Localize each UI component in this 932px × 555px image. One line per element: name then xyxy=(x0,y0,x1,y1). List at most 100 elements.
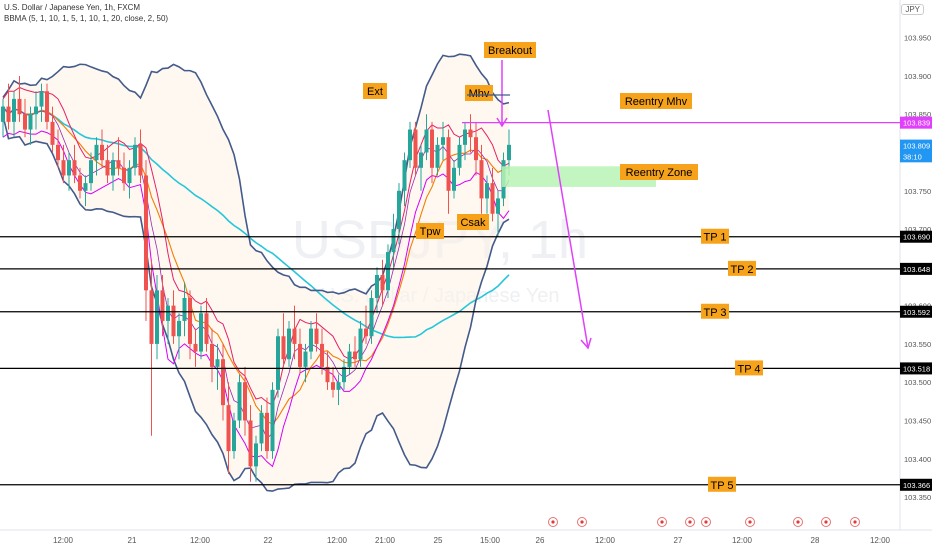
annotation-label: Tpw xyxy=(420,226,441,238)
y-tick-label: 103.550 xyxy=(904,340,931,349)
candle-body xyxy=(342,366,346,383)
annotation-box xyxy=(620,164,698,180)
candle-body xyxy=(507,144,511,161)
candle-body xyxy=(105,160,110,176)
candle-body xyxy=(452,167,456,191)
event-marker-dot xyxy=(824,520,828,524)
candle-body xyxy=(226,405,231,452)
tp-price-label: 103.648 xyxy=(903,265,930,274)
candle-body xyxy=(45,91,49,122)
candle-body xyxy=(138,144,143,176)
event-marker-dot xyxy=(580,520,584,524)
ma-50-line xyxy=(2,106,510,339)
candle-body xyxy=(127,167,132,184)
candle-body xyxy=(50,121,55,145)
y-tick-label: 103.700 xyxy=(904,225,931,234)
candle-body xyxy=(413,129,418,168)
breakout-arrow-head xyxy=(496,117,508,128)
candle-body xyxy=(28,114,33,130)
candle-body xyxy=(435,144,440,168)
event-marker-dot xyxy=(660,520,664,524)
event-marker-dot xyxy=(551,520,555,524)
candle-body xyxy=(39,91,44,107)
tp-price-label: 103.592 xyxy=(903,308,930,317)
x-tick-label: 12:00 xyxy=(870,536,891,545)
candle-body xyxy=(144,175,148,291)
candle-body xyxy=(215,359,220,367)
candle-body xyxy=(232,420,236,452)
candle-body xyxy=(474,137,478,161)
candle-body xyxy=(78,175,82,191)
y-tick-label: 103.750 xyxy=(904,187,931,196)
candle-body xyxy=(490,183,495,214)
candle-body xyxy=(358,328,363,360)
x-tick-label: 27 xyxy=(674,536,683,545)
candle-body xyxy=(1,106,5,122)
candle-body xyxy=(485,183,489,199)
tp-label-box xyxy=(735,360,763,376)
candle-body xyxy=(171,305,176,337)
y-tick-label: 103.850 xyxy=(904,110,931,119)
candle-body xyxy=(391,229,396,253)
candle-body xyxy=(386,252,390,291)
candle-body xyxy=(72,160,77,176)
candle-body xyxy=(248,420,253,467)
price-axis-bg xyxy=(900,0,932,550)
candle-body xyxy=(441,137,445,145)
tp-label: TP 5 xyxy=(710,480,733,492)
candle-body xyxy=(309,328,313,352)
candle-body xyxy=(177,320,181,337)
tp-label-box xyxy=(728,260,756,276)
candle-body xyxy=(23,114,27,130)
candle-body xyxy=(94,144,99,161)
candle-body xyxy=(457,144,462,168)
event-marker-dot xyxy=(704,520,708,524)
candle-body xyxy=(237,382,242,421)
annotation-label: Reentry Zone xyxy=(626,167,693,179)
candle-body xyxy=(83,183,88,191)
candle-body xyxy=(254,443,258,467)
price-badge-label: 38:10 xyxy=(903,152,922,161)
tp-label: TP 1 xyxy=(703,232,726,244)
candle-body xyxy=(56,144,60,161)
candle-body xyxy=(331,382,335,390)
candle-body xyxy=(160,290,165,321)
indicator-legend[interactable]: BBMA (5, 1, 10, 1, 5, 1, 10, 1, 20, clos… xyxy=(4,14,169,23)
candle-body xyxy=(276,336,280,390)
candle-body xyxy=(380,275,385,291)
tp-price-badge xyxy=(900,362,932,375)
candle-body xyxy=(347,351,352,367)
currency-button[interactable]: JPY xyxy=(901,4,924,15)
ma-10-line xyxy=(2,106,510,426)
tp-label-box xyxy=(701,303,729,319)
candle-body xyxy=(122,167,126,184)
annotation-box xyxy=(620,93,692,109)
candle-body xyxy=(446,137,451,191)
annotation-box xyxy=(484,42,536,58)
candle-body xyxy=(479,160,484,199)
candle-body xyxy=(61,160,66,176)
candle-body xyxy=(496,198,500,214)
candle-body xyxy=(314,328,319,344)
tp-label-box xyxy=(708,476,736,492)
candle-body xyxy=(287,328,291,360)
tp-price-label: 103.518 xyxy=(903,364,930,373)
candle-body xyxy=(111,160,115,176)
candle-body xyxy=(259,412,264,444)
annotation-box xyxy=(416,223,444,239)
tp-price-label: 103.366 xyxy=(903,481,930,490)
event-marker-dot xyxy=(688,520,692,524)
price-badge xyxy=(900,139,932,152)
y-tick-label: 103.900 xyxy=(904,72,931,81)
annotation-box xyxy=(457,214,489,230)
tp-price-label: 103.690 xyxy=(903,233,930,242)
candle-body xyxy=(265,412,269,452)
x-tick-label: 12:00 xyxy=(190,536,211,545)
candle-body xyxy=(149,290,154,344)
candle-body xyxy=(281,336,286,360)
annotation-label: Csak xyxy=(460,217,486,229)
tp-price-badge xyxy=(900,230,932,243)
annotation-label: Mhv xyxy=(469,88,490,100)
